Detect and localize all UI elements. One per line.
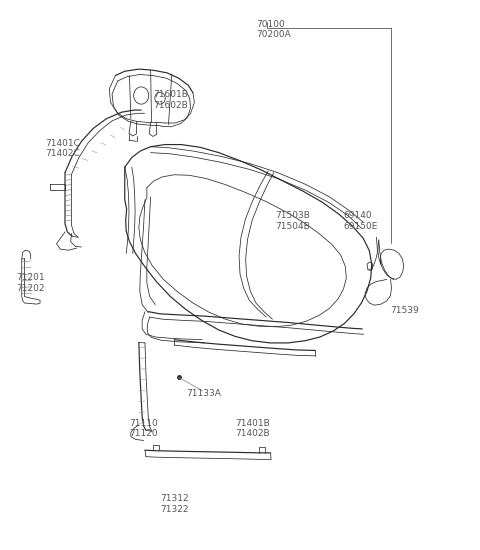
Text: 71133A: 71133A [186, 389, 221, 398]
Text: 71503B
71504B: 71503B 71504B [275, 211, 310, 231]
Text: 71401B
71402B: 71401B 71402B [235, 419, 270, 438]
Text: 71601B
71602B: 71601B 71602B [153, 90, 188, 109]
Text: 70100
70200A: 70100 70200A [256, 19, 291, 39]
Text: 71312
71322: 71312 71322 [160, 494, 189, 514]
Text: 71539: 71539 [391, 306, 419, 315]
Text: 69140
69150E: 69140 69150E [344, 211, 378, 231]
Text: 71201
71202: 71201 71202 [16, 273, 45, 293]
Text: 71401C
71402C: 71401C 71402C [45, 139, 80, 158]
Text: 71110
71120: 71110 71120 [130, 419, 158, 438]
